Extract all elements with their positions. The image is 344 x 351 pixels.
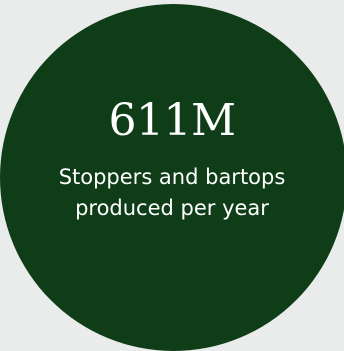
- stat-label-line-2: produced per year: [75, 196, 269, 220]
- stat-content: 611M Stoppers and bartops produced per y…: [0, 92, 344, 224]
- stat-value: 611M: [108, 95, 236, 146]
- stat-circle: [0, 4, 344, 351]
- stat-label-line-1: Stoppers and bartops: [58, 165, 286, 189]
- stat-label: Stoppers and bartops produced per year: [0, 162, 344, 224]
